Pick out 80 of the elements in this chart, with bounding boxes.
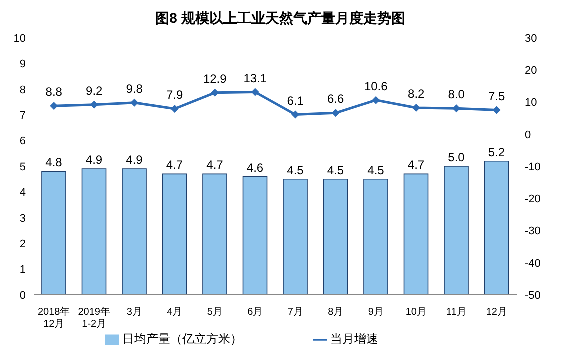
y2-tick-label: 10	[525, 97, 538, 110]
y2-tick-label: -20	[525, 194, 541, 206]
bar	[283, 178, 308, 295]
data-label: 4.5	[368, 163, 385, 178]
data-label: 10.6	[364, 79, 388, 94]
data-label: 4.6	[246, 160, 264, 175]
point	[292, 110, 300, 119]
x-tick-label: 10月	[406, 307, 427, 318]
y-tick-label: 7	[20, 110, 26, 122]
y-tick-label: 9	[20, 58, 26, 71]
point	[50, 102, 58, 110]
bar	[162, 174, 188, 295]
data-label: 8.0	[448, 88, 466, 102]
point	[412, 104, 420, 112]
data-label: 7.9	[166, 88, 184, 102]
y-tick-label: 5	[20, 161, 26, 174]
x-tick-label: 12月	[486, 307, 508, 318]
data-label: 4.9	[86, 153, 103, 168]
point	[90, 100, 98, 109]
data-label: 4.7	[166, 158, 184, 172]
bar	[202, 174, 228, 295]
point	[251, 88, 260, 96]
data-label: 4.8	[46, 156, 63, 170]
x-tick-label: 11月	[446, 307, 467, 318]
data-label: 4.5	[287, 163, 304, 178]
point	[492, 106, 501, 114]
data-label: 8.2	[408, 87, 426, 102]
y-tick-label: 4	[20, 187, 26, 200]
y2-tick-label: 20	[525, 65, 538, 78]
x-tick-label: 3月	[126, 307, 142, 318]
x-tick-label: 5月	[207, 307, 223, 318]
y-tick-label: 0	[20, 290, 26, 302]
bar	[364, 178, 388, 295]
x-tick-label: 4月	[167, 307, 183, 318]
bar	[242, 176, 268, 295]
bar	[444, 166, 469, 295]
y-tick-label: 6	[20, 136, 26, 148]
data-label: 4.9	[126, 153, 144, 168]
bar	[122, 168, 147, 295]
chart-title: 图8 规模以上工业天然气产量月度走势图	[154, 10, 406, 28]
bar	[404, 174, 429, 295]
bar	[484, 160, 510, 295]
y2-tick-label: 0	[525, 129, 532, 142]
legend-label: 日均产量（亿立方米）	[122, 332, 242, 346]
y-tick-label: 3	[20, 212, 26, 225]
x-tick-label: 7月	[288, 307, 304, 318]
x-tick-label: 9月	[368, 307, 384, 318]
data-label: 4.7	[206, 158, 224, 172]
data-label: 8.8	[46, 85, 63, 100]
point	[372, 96, 380, 104]
data-label: 7.5	[488, 89, 506, 104]
point	[130, 98, 139, 107]
data-label: 6.6	[328, 92, 345, 106]
y-tick-label: 2	[20, 238, 26, 251]
x-tick-label: 8月	[328, 307, 344, 318]
x-tick-label: 6月	[248, 307, 264, 318]
legend-label: 当月增速	[330, 332, 378, 346]
data-label: 9.8	[126, 82, 144, 96]
data-label: 4.5	[327, 163, 344, 178]
data-label: 12.9	[203, 72, 228, 86]
y-tick-label: 10	[14, 32, 26, 45]
data-label: 9.2	[86, 84, 104, 98]
y-tick-label: 8	[20, 84, 26, 96]
x-tick-label: 2019年 1-2月	[78, 306, 110, 330]
y2-tick-label: -30	[525, 226, 541, 238]
bar	[82, 168, 107, 295]
data-label: 6.1	[287, 94, 304, 108]
data-label: 5.2	[488, 145, 506, 160]
data-label: 13.1	[244, 71, 268, 86]
y2-tick-label: 30	[525, 32, 538, 45]
data-label: 4.7	[408, 158, 425, 172]
bar	[323, 178, 348, 295]
y2-tick-label: -50	[525, 290, 541, 302]
y2-tick-label: -10	[525, 161, 541, 174]
y-tick-label: 1	[20, 264, 26, 276]
bar	[42, 171, 66, 295]
point	[170, 104, 179, 113]
x-tick-label: 2018年 12月	[38, 306, 70, 330]
data-label: 5.0	[448, 150, 466, 164]
y2-tick-label: -40	[525, 258, 541, 270]
